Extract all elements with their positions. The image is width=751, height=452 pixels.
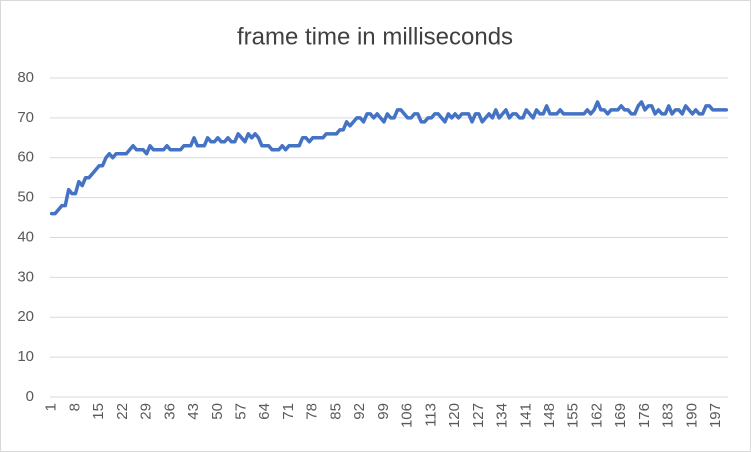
x-tick-label: 85 <box>327 403 344 420</box>
x-tick-label: 141 <box>517 403 534 428</box>
y-tick-label: 50 <box>17 189 34 206</box>
x-tick-label: 113 <box>422 403 439 427</box>
x-tick-label: 190 <box>683 403 700 428</box>
x-tick-label: 29 <box>138 403 155 420</box>
x-tick-label: 43 <box>185 403 202 420</box>
y-tick-label: 10 <box>17 348 34 365</box>
x-tick-label: 106 <box>399 403 416 428</box>
x-tick-label: 134 <box>494 403 511 428</box>
x-tick-label: 57 <box>233 403 250 420</box>
x-tick-label: 176 <box>636 403 653 428</box>
x-tick-label: 1 <box>43 403 60 411</box>
y-tick-label: 70 <box>17 109 34 126</box>
x-tick-label: 36 <box>161 403 178 420</box>
x-tick-label: 64 <box>256 403 273 420</box>
y-tick-label: 30 <box>17 268 34 285</box>
y-tick-label: 80 <box>17 69 34 86</box>
x-tick-label: 120 <box>446 403 463 428</box>
x-tick-label: 71 <box>280 403 297 420</box>
x-tick-label: 155 <box>565 403 582 428</box>
y-tick-label: 0 <box>26 388 34 405</box>
x-tick-label: 197 <box>707 403 724 428</box>
x-tick-label: 99 <box>375 403 392 420</box>
x-tick-label: 92 <box>351 403 368 420</box>
data-line <box>49 100 729 216</box>
x-tick-label: 78 <box>304 403 321 420</box>
y-tick-label: 60 <box>17 149 34 166</box>
y-tick-label: 40 <box>17 228 34 245</box>
x-tick-label: 8 <box>66 403 83 411</box>
y-tick-label: 20 <box>17 308 34 325</box>
x-tick-label: 148 <box>541 403 558 428</box>
x-tick-label: 22 <box>114 403 131 420</box>
chart-title: frame time in milliseconds <box>237 23 513 50</box>
x-tick-label: 162 <box>588 403 605 428</box>
x-tick-label: 183 <box>660 403 677 428</box>
x-tick-label: 169 <box>612 403 629 428</box>
x-tick-label: 127 <box>470 403 487 428</box>
x-tick-label: 50 <box>209 403 226 420</box>
x-tick-label: 15 <box>90 403 107 420</box>
